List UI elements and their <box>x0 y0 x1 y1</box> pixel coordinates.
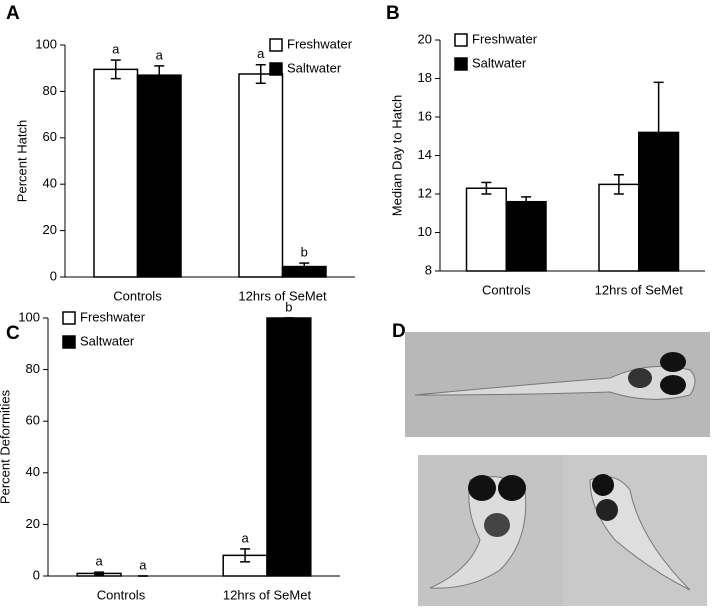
significance-letter: b <box>285 299 292 314</box>
error-bar <box>240 548 251 563</box>
y-tick-label: 100 <box>18 309 40 324</box>
bar <box>136 74 182 278</box>
significance-letter: b <box>301 245 308 260</box>
y-tick-label: 10 <box>418 224 432 239</box>
x-tick-label: 12hrs of SeMet <box>595 282 684 297</box>
y-tick-label: 16 <box>418 108 432 123</box>
x-tick-label: Controls <box>113 288 162 303</box>
y-tick-label: 60 <box>26 413 40 428</box>
legend-swatch <box>269 38 283 52</box>
yolk <box>484 513 510 537</box>
panel-label: A <box>6 3 20 24</box>
legend-label: Freshwater <box>287 36 353 51</box>
y-tick-label: 0 <box>33 567 40 582</box>
y-tick-label: 20 <box>26 516 40 531</box>
y-tick-label: 100 <box>35 36 57 51</box>
y-tick-label: 18 <box>418 70 432 85</box>
y-tick-label: 40 <box>43 176 57 191</box>
bar <box>93 68 139 278</box>
x-tick-label: Controls <box>97 587 146 602</box>
panel-label: B <box>386 3 400 24</box>
legend-label: Saltwater <box>80 333 135 348</box>
y-axis-label: Percent Hatch <box>14 120 29 202</box>
bar <box>266 317 312 577</box>
eye <box>660 375 686 395</box>
significance-letter: a <box>257 46 265 61</box>
x-tick-label: Controls <box>482 282 531 297</box>
y-tick-label: 12 <box>418 185 432 200</box>
error-bar <box>299 262 310 271</box>
legend-label: Freshwater <box>472 31 538 46</box>
error-bar <box>613 174 624 195</box>
y-tick-label: 80 <box>26 361 40 376</box>
significance-letter: a <box>139 557 147 572</box>
error-bar <box>481 181 492 195</box>
panel-label: D <box>392 321 406 342</box>
fish <box>414 365 696 400</box>
legend-label: Saltwater <box>287 60 342 75</box>
bar <box>598 183 640 272</box>
y-axis-label: Percent Deformities <box>0 389 12 504</box>
legend-swatch <box>62 335 76 349</box>
y-tick-label: 80 <box>43 83 57 98</box>
error-bar <box>521 196 532 208</box>
x-tick-label: 12hrs of SeMet <box>238 288 327 303</box>
eye <box>468 475 496 501</box>
panel-d-images <box>405 332 710 606</box>
x-tick-label: 12hrs of SeMet <box>223 587 312 602</box>
y-tick-label: 20 <box>43 222 57 237</box>
eye <box>596 499 618 521</box>
error-bar <box>110 59 121 80</box>
eye <box>660 352 686 372</box>
y-tick-label: 60 <box>43 129 57 144</box>
bar <box>505 200 547 272</box>
significance-letter: a <box>112 42 120 57</box>
y-tick-label: 8 <box>425 262 432 277</box>
y-tick-label: 40 <box>26 464 40 479</box>
legend-swatch <box>62 311 76 325</box>
legend-label: Saltwater <box>472 55 527 70</box>
error-bar <box>154 65 165 86</box>
significance-letter: a <box>156 47 164 62</box>
significance-letter: a <box>241 530 249 545</box>
bar <box>465 187 507 272</box>
y-axis-label: Median Day to Hatch <box>389 95 404 216</box>
y-tick-label: 20 <box>418 31 432 46</box>
error-bar <box>255 63 266 85</box>
panel-label: C <box>6 323 20 344</box>
error-bar <box>653 81 664 184</box>
y-tick-label: 14 <box>418 147 432 162</box>
legend-swatch <box>269 62 283 76</box>
eye <box>498 475 526 501</box>
eye <box>592 474 614 496</box>
bar <box>238 73 284 278</box>
legend-swatch <box>454 33 468 47</box>
significance-letter: a <box>95 554 103 569</box>
yolk <box>628 368 652 388</box>
y-tick-label: 0 <box>50 268 57 283</box>
legend-swatch <box>454 57 468 71</box>
legend-label: Freshwater <box>80 309 146 324</box>
error-bar <box>94 571 105 576</box>
